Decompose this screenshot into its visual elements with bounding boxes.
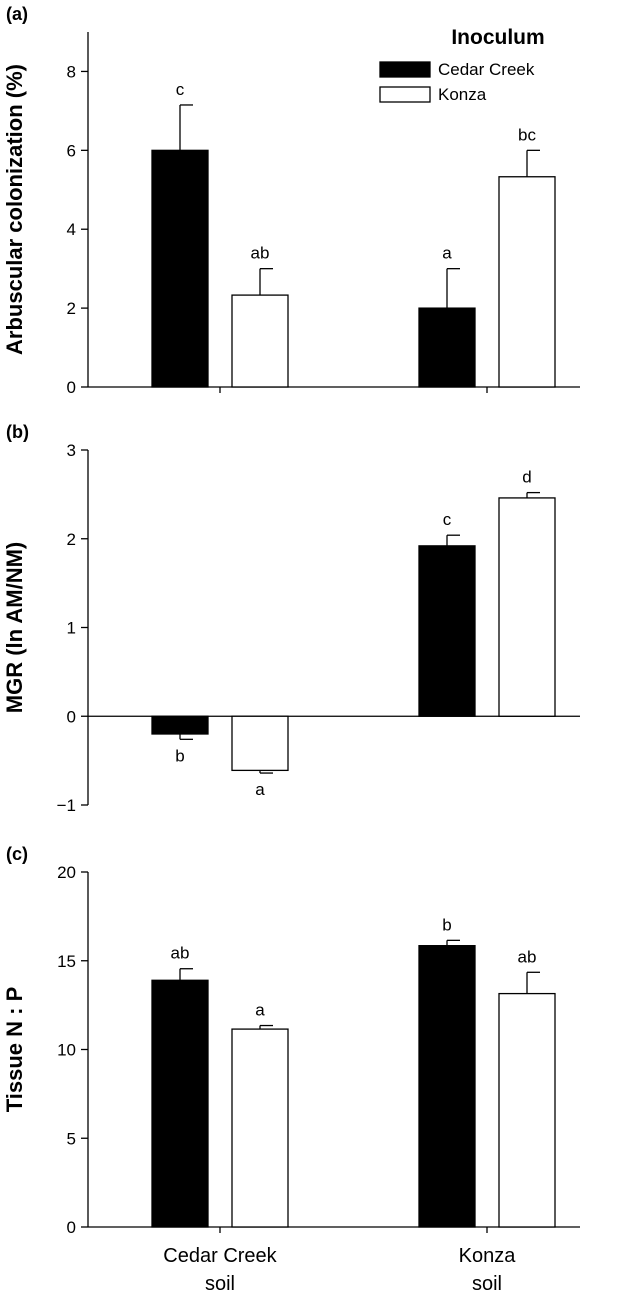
panel-2-y-tick-label: 15 [57, 952, 76, 971]
panel-0-bar-0-1 [418, 307, 476, 388]
panel-0-bar-1-1 [498, 176, 556, 388]
panel-2-significance-label: a [255, 1001, 265, 1020]
panel-1-y-axis-title: MGR (ln AM/NM) [2, 542, 27, 713]
panel-2-significance-label: ab [171, 944, 190, 963]
panel-1-significance-label: d [522, 468, 531, 487]
legend-swatch-1 [379, 86, 431, 103]
panel-2-y-axis-title: Tissue N : P [2, 987, 27, 1113]
panel-1-bar-1-1 [498, 497, 556, 717]
panel-1-y-tick-label: −1 [57, 796, 76, 815]
legend-title: Inoculum [451, 26, 544, 49]
panel-1-y-tick-label: 0 [67, 707, 76, 726]
panel-0-y-tick-label: 6 [67, 141, 76, 160]
panel-2-y-tick-label: 5 [67, 1129, 76, 1148]
panel-1-significance-label: c [443, 510, 452, 529]
panel-2-bar-0-0 [151, 979, 209, 1228]
panel-2-y-tick-label: 0 [67, 1218, 76, 1237]
panel-1-significance-label: a [255, 780, 265, 799]
panel-2-y-tick-label: 20 [57, 863, 76, 882]
x-category-label: soil [472, 1273, 502, 1295]
panel-1-bar-1-0 [231, 715, 289, 772]
legend-label-0: Cedar Creek [438, 60, 535, 79]
panel-2-y-tick-label: 10 [57, 1041, 76, 1060]
panel-0-y-tick-label: 2 [67, 299, 76, 318]
x-category-label: Konza [459, 1245, 517, 1267]
panel-2-tag: (c) [6, 844, 28, 864]
panel-1-significance-label: b [175, 746, 184, 765]
x-category-label: Cedar Creek [163, 1245, 277, 1267]
panel-2-bar-0-1 [418, 945, 476, 1228]
panel-1-bar-0-1 [418, 545, 476, 717]
x-category-label: soil [205, 1273, 235, 1295]
panel-0-significance-label: ab [251, 244, 270, 263]
legend-swatch-0 [379, 61, 431, 78]
panel-1-y-tick-label: 3 [67, 441, 76, 460]
legend-label-1: Konza [438, 85, 487, 104]
panel-0-bar-1-0 [231, 294, 289, 388]
panel-2-significance-label: b [442, 915, 451, 934]
panel-0-significance-label: a [442, 244, 452, 263]
panel-1-y-tick-label: 2 [67, 530, 76, 549]
panel-1-bar-0-0 [151, 715, 209, 735]
panel-0-y-tick-label: 4 [67, 220, 76, 239]
panel-0-tag: (a) [6, 4, 28, 24]
panel-0-significance-label: bc [518, 125, 536, 144]
panel-2-bar-1-1 [498, 992, 556, 1228]
panel-2-significance-label: ab [518, 947, 537, 966]
panel-2-bar-1-0 [231, 1028, 289, 1228]
panel-0-bar-0-0 [151, 149, 209, 388]
panel-1-tag: (b) [6, 422, 29, 442]
panel-1-y-tick-label: 1 [67, 619, 76, 638]
panel-0-y-axis-title: Arbuscular colonization (%) [2, 64, 27, 355]
panel-0-y-tick-label: 8 [67, 62, 76, 81]
panel-0-y-tick-label: 0 [67, 378, 76, 397]
panel-0-significance-label: c [176, 80, 185, 99]
